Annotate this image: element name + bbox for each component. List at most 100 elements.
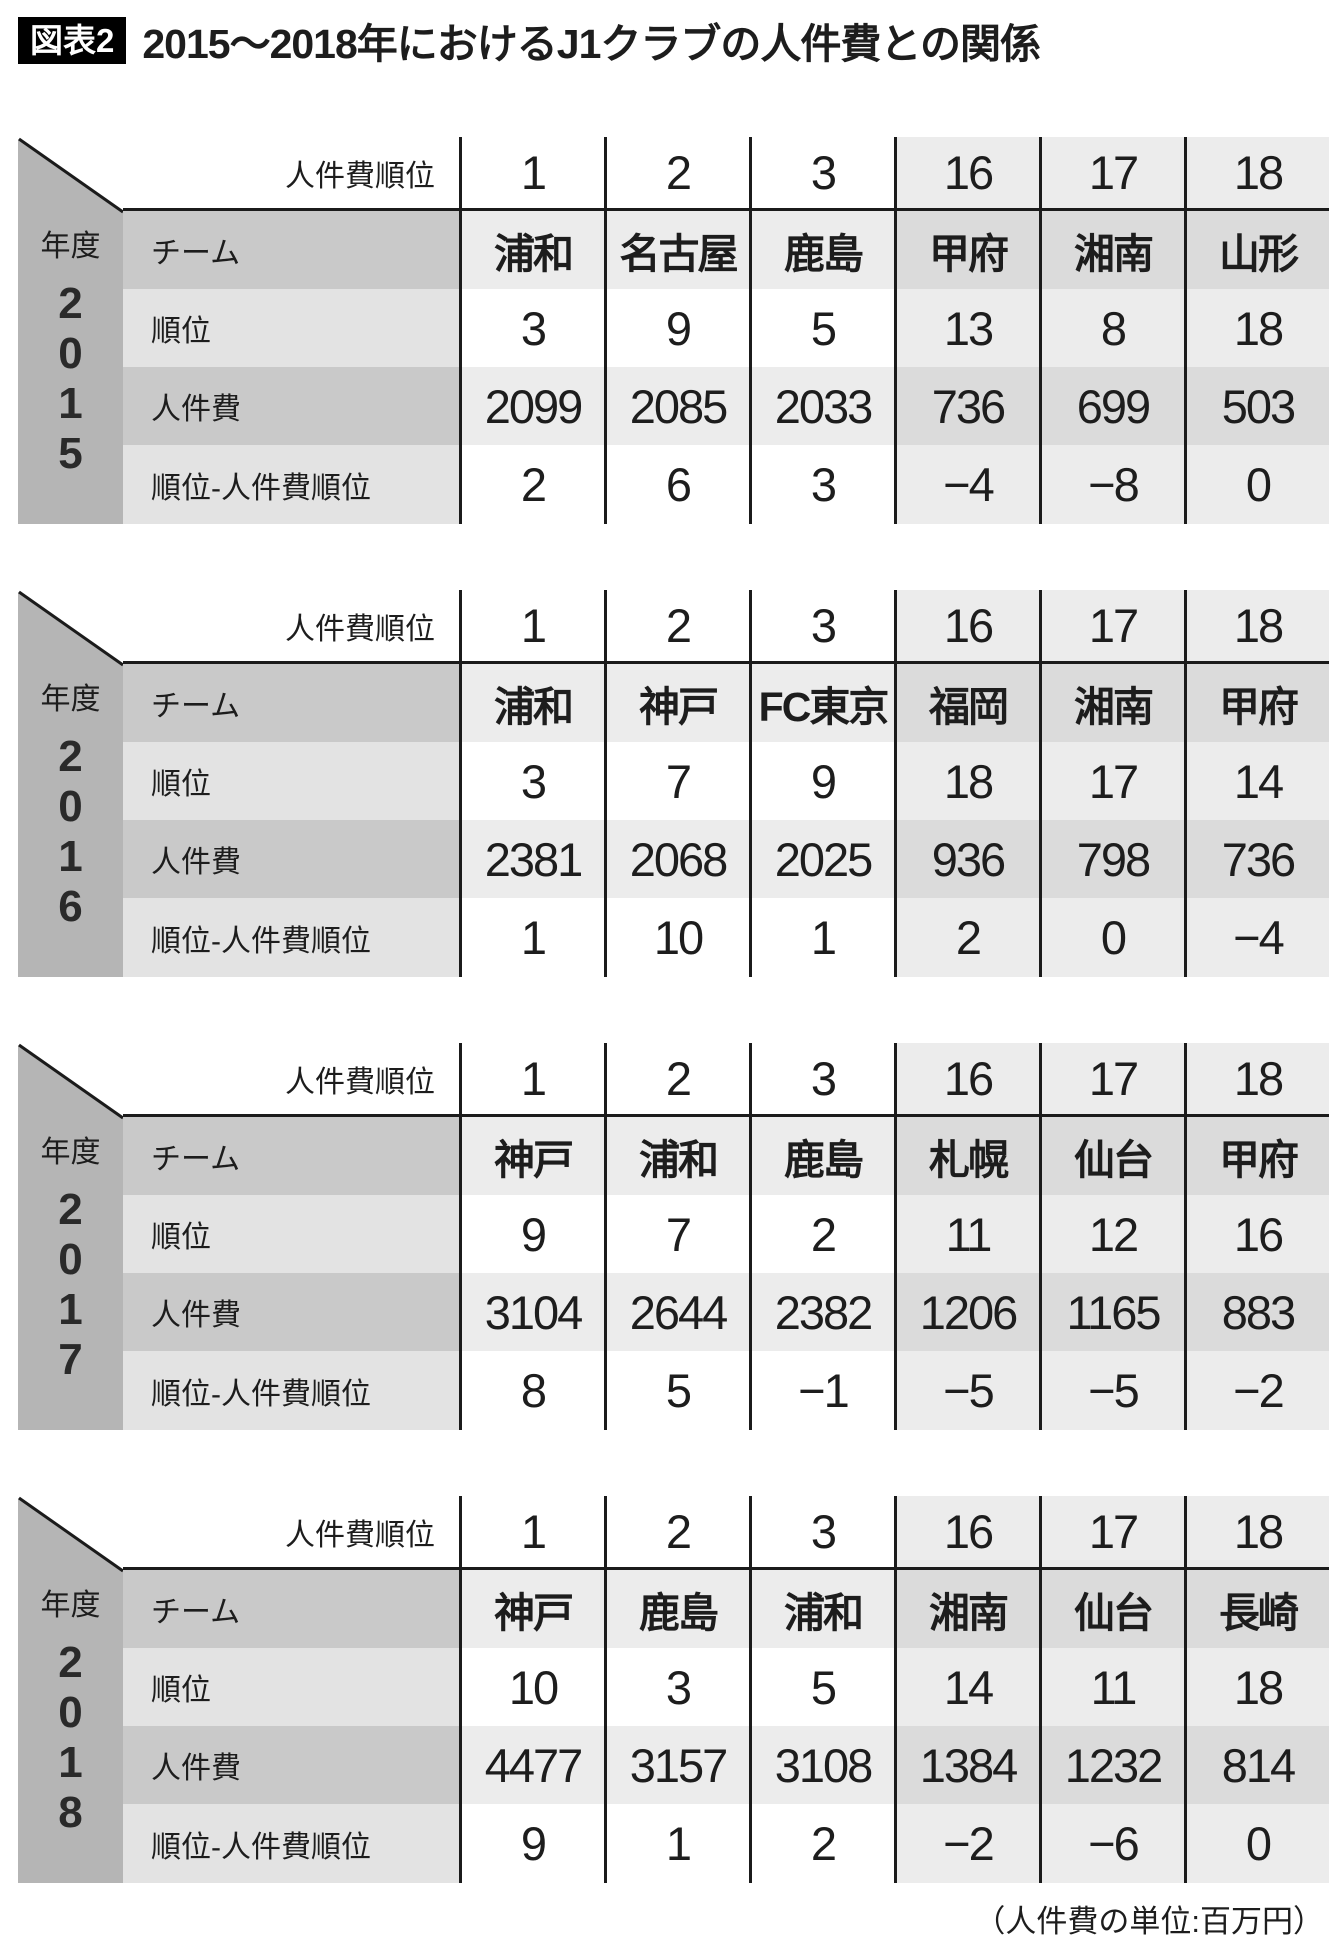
diff-cell: −8 [1039,445,1184,524]
cost-rank-cell: 1 [459,1496,604,1570]
data-grid-2016: 人件費順位 1 2 3 16 17 18 チーム 浦和 神戸 FC東京 福岡 湘… [123,590,1329,977]
team-cell: 浦和 [749,1570,894,1648]
cost-rank-cell: 17 [1039,137,1184,211]
cost-cell: 2381 [459,820,604,898]
cost-rank-cell: 18 [1184,1043,1329,1117]
row-label-team: チーム [123,211,459,289]
row-label-cost-rank: 人件費順位 [123,1043,459,1117]
team-cell: 鹿島 [749,211,894,289]
year-digit: 5 [58,429,83,478]
cost-cell: 2382 [749,1273,894,1351]
rank-cell: 17 [1039,742,1184,820]
year-digit: 2 [58,279,83,328]
year-digit: 2 [58,1185,83,1234]
cost-cell: 2644 [604,1273,749,1351]
cost-cell: 2033 [749,367,894,445]
rank-cell: 14 [1184,742,1329,820]
diff-cell: −5 [1039,1351,1184,1430]
team-cell: 福岡 [894,664,1039,742]
rank-cell: 9 [604,289,749,367]
data-grid-2018: 人件費順位 1 2 3 16 17 18 チーム 神戸 鹿島 浦和 湘南 仙台 … [123,1496,1329,1883]
diff-cell: −6 [1039,1804,1184,1883]
team-cell: 湘南 [1039,211,1184,289]
team-cell: 甲府 [894,211,1039,289]
team-cell: 神戸 [459,1117,604,1195]
row-label-cost: 人件費 [123,820,459,898]
table-2015: 年度 2 0 1 5 人件費順位 1 2 3 16 17 18 チーム 浦和 名… [18,137,1329,524]
cost-cell: 503 [1184,367,1329,445]
cost-cell: 1232 [1039,1726,1184,1804]
cost-rank-cell: 18 [1184,590,1329,664]
diff-cell: 2 [459,445,604,524]
row-label-diff: 順位-人件費順位 [123,898,459,977]
diff-cell: 2 [894,898,1039,977]
cost-cell: 883 [1184,1273,1329,1351]
team-cell: 神戸 [459,1570,604,1648]
year-digit: 0 [58,1235,83,1284]
cost-cell: 2068 [604,820,749,898]
row-label-cost: 人件費 [123,1273,459,1351]
rank-cell: 7 [604,1195,749,1273]
year-band [18,590,123,977]
cost-cell: 3157 [604,1726,749,1804]
row-label-cost-rank: 人件費順位 [123,590,459,664]
rank-cell: 3 [604,1648,749,1726]
cost-cell: 3108 [749,1726,894,1804]
rank-cell: 5 [749,1648,894,1726]
cost-cell: 814 [1184,1726,1329,1804]
cost-cell: 2099 [459,367,604,445]
diff-cell: 1 [604,1804,749,1883]
diff-cell: −1 [749,1351,894,1430]
cost-rank-cell: 2 [604,1496,749,1570]
team-cell: 仙台 [1039,1117,1184,1195]
year-band [18,1496,123,1883]
rank-cell: 11 [894,1195,1039,1273]
diff-cell: −5 [894,1351,1039,1430]
cost-rank-cell: 16 [894,1043,1039,1117]
year-digit: 1 [58,1738,83,1787]
year-digit: 1 [58,1285,83,1334]
year-digit: 2 [58,732,83,781]
diff-cell: −2 [1184,1351,1329,1430]
team-cell: FC東京 [749,664,894,742]
cost-rank-cell: 3 [749,1496,894,1570]
team-cell: 山形 [1184,211,1329,289]
rank-cell: 3 [459,289,604,367]
diff-cell: −2 [894,1804,1039,1883]
cost-rank-cell: 2 [604,137,749,211]
cost-rank-cell: 17 [1039,1043,1184,1117]
year-value: 2 0 1 6 [18,732,123,932]
team-cell: 名古屋 [604,211,749,289]
diff-cell: 0 [1184,445,1329,524]
rank-cell: 10 [459,1648,604,1726]
data-grid-2017: 人件費順位 1 2 3 16 17 18 チーム 神戸 浦和 鹿島 札幌 仙台 … [123,1043,1329,1430]
team-cell: 鹿島 [604,1570,749,1648]
rank-cell: 16 [1184,1195,1329,1273]
diff-cell: −4 [894,445,1039,524]
year-value: 2 0 1 8 [18,1638,123,1838]
row-label-team: チーム [123,664,459,742]
cost-cell: 1206 [894,1273,1039,1351]
rank-cell: 5 [749,289,894,367]
team-cell: 札幌 [894,1117,1039,1195]
cost-rank-cell: 18 [1184,1496,1329,1570]
rank-cell: 13 [894,289,1039,367]
rank-cell: 9 [459,1195,604,1273]
rank-cell: 3 [459,742,604,820]
year-digit: 0 [58,329,83,378]
cost-rank-cell: 2 [604,590,749,664]
year-digit: 8 [58,1788,83,1837]
row-label-team: チーム [123,1570,459,1648]
row-label-cost: 人件費 [123,1726,459,1804]
units-note: （人件費の単位:百万円） [974,1904,1324,1939]
team-cell: 浦和 [459,664,604,742]
row-label-rank: 順位 [123,1195,459,1273]
cost-cell: 798 [1039,820,1184,898]
row-label-diff: 順位-人件費順位 [123,1351,459,1430]
year-axis-label: 年度 [40,1589,101,1622]
team-cell: 仙台 [1039,1570,1184,1648]
rank-cell: 2 [749,1195,894,1273]
cost-rank-cell: 17 [1039,1496,1184,1570]
cost-rank-cell: 1 [459,590,604,664]
rank-cell: 18 [1184,1648,1329,1726]
